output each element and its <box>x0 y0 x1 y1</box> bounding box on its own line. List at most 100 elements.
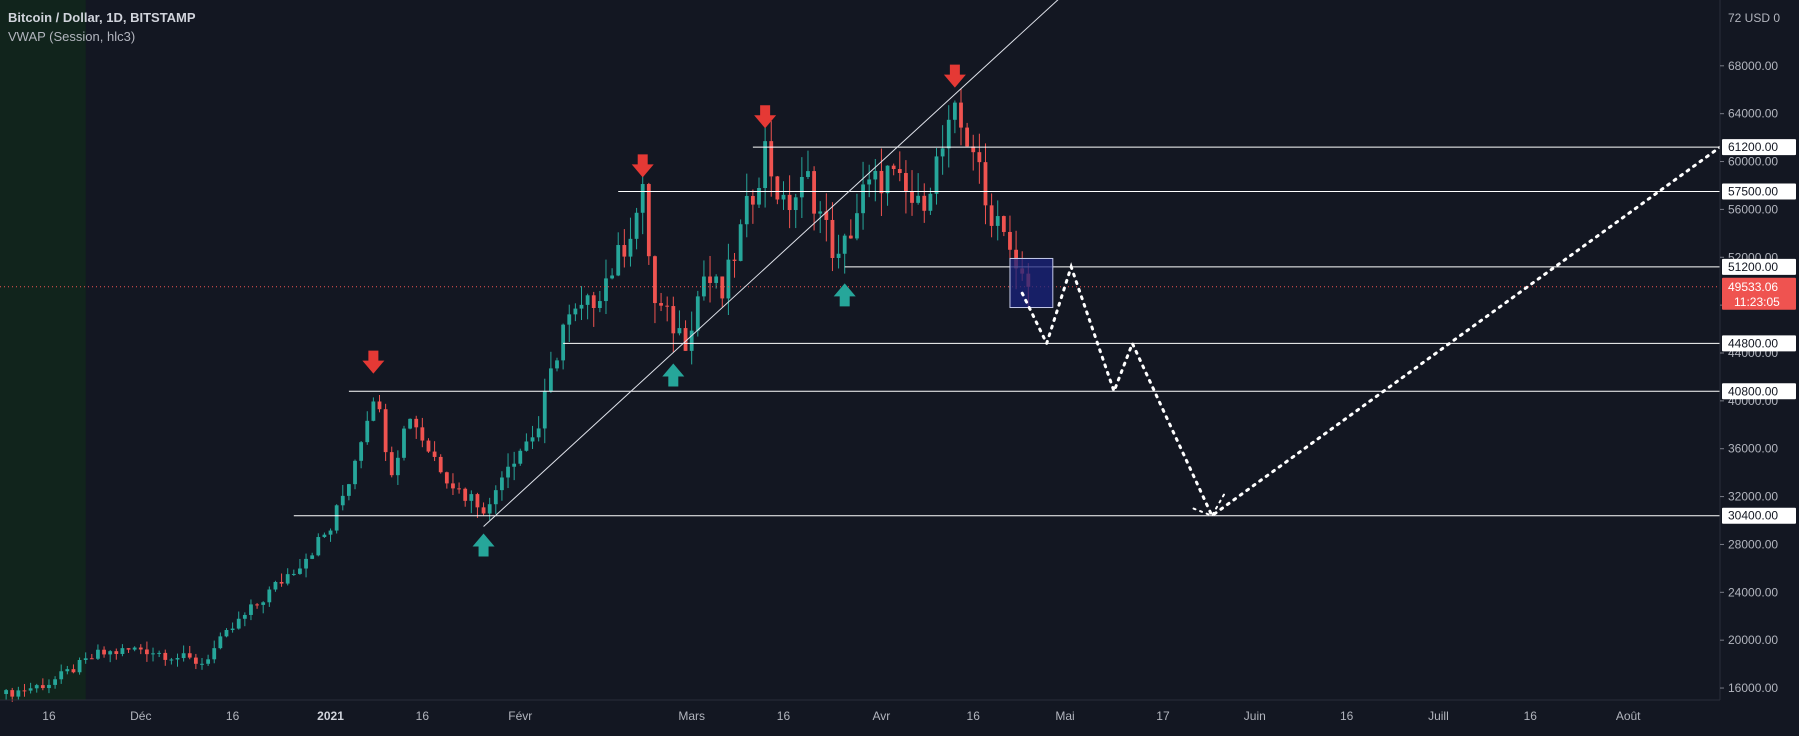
candle-body <box>47 684 51 689</box>
symbol-title[interactable]: Bitcoin / Dollar, 1D, BITSTAMP <box>8 10 196 25</box>
price-tick-label: 20000.00 <box>1728 633 1778 647</box>
candle-body <box>193 657 198 664</box>
candle-body <box>910 191 914 203</box>
candle-body <box>475 494 480 508</box>
candle-body <box>671 306 676 334</box>
candle <box>444 471 449 489</box>
candle <box>659 292 663 312</box>
candle <box>518 448 523 466</box>
candle <box>218 632 223 650</box>
indicator-label[interactable]: VWAP (Session, hlc3) <box>8 29 136 44</box>
candle-body <box>40 685 45 689</box>
candle-body <box>806 171 810 177</box>
candle <box>126 648 131 653</box>
candle <box>750 189 755 224</box>
candle-body <box>836 253 841 258</box>
candle <box>151 647 155 662</box>
candle <box>910 170 914 216</box>
candle-body <box>873 170 878 180</box>
candle <box>328 528 333 542</box>
price-tick-label: 36000.00 <box>1728 442 1778 456</box>
candle-body <box>71 669 76 673</box>
candle-body <box>744 195 749 225</box>
candle <box>573 303 578 322</box>
time-tick-label: 16 <box>967 709 981 723</box>
candle <box>904 160 908 214</box>
projection-path[interactable] <box>1020 145 1722 519</box>
candle <box>77 657 82 675</box>
candle <box>438 454 443 474</box>
trendline[interactable] <box>483 0 1078 527</box>
candle <box>812 166 816 231</box>
candle <box>983 143 988 225</box>
candle-body <box>16 690 21 697</box>
time-axis[interactable]: 16 Déc 16 2021 16 Févr Mars 16 Avr 16 Mai 17 Juin 16 J… <box>0 699 1720 723</box>
candle <box>665 296 670 322</box>
price-tick-label: 16000.00 <box>1728 681 1778 695</box>
candle-body <box>971 146 976 153</box>
candle-body <box>579 304 584 309</box>
candle <box>475 492 480 518</box>
candle-body <box>316 537 321 556</box>
candle <box>157 650 162 658</box>
candle-body <box>946 119 951 149</box>
candle <box>469 490 474 514</box>
candle <box>389 446 394 478</box>
candle <box>206 654 211 666</box>
candle <box>806 150 810 180</box>
candle <box>689 311 694 365</box>
candle-body <box>763 141 768 189</box>
candle <box>230 622 235 633</box>
candle-body <box>334 505 339 531</box>
candle-body <box>157 652 162 654</box>
candle-body <box>102 649 106 655</box>
time-tick-label: 16 <box>1524 709 1538 723</box>
candle <box>695 290 700 337</box>
candle-body <box>340 495 345 506</box>
highlight-box[interactable] <box>1009 257 1054 309</box>
candle-body <box>512 463 517 467</box>
price-tick-label: 56000.00 <box>1728 202 1778 216</box>
candle-body <box>365 420 370 443</box>
candle <box>775 175 780 205</box>
candle-body <box>181 653 186 659</box>
candle-body <box>977 152 982 163</box>
candle-body <box>359 442 364 461</box>
price-tick-label: 24000.00 <box>1728 585 1778 599</box>
candle-body <box>597 301 602 308</box>
candle-body <box>89 658 94 660</box>
candle-body <box>10 690 15 697</box>
candle-body <box>610 275 614 279</box>
candle-body <box>769 141 774 177</box>
candle <box>187 645 192 660</box>
candle-body <box>634 212 639 239</box>
candle-body <box>126 648 131 650</box>
arrow-down-icon <box>362 350 385 374</box>
candle <box>506 453 510 489</box>
candle <box>175 653 180 667</box>
level-badge-label: 57500.00 <box>1728 184 1778 198</box>
candle-body <box>151 653 155 655</box>
candle <box>383 403 388 462</box>
candle <box>291 569 296 576</box>
candle <box>542 378 547 444</box>
candle-body <box>444 472 449 484</box>
candle <box>261 601 266 614</box>
candle-body <box>500 477 504 491</box>
candle <box>928 187 933 215</box>
candle-body <box>757 188 761 205</box>
current-price-label: 49533.06 <box>1728 280 1778 294</box>
candle-body <box>640 184 645 213</box>
candle-body <box>1001 216 1006 232</box>
candle-body <box>1008 231 1012 250</box>
price-axis[interactable]: 16000.00 20000.00 24000.00 28000.00 32000.00… <box>1719 0 1799 731</box>
candle <box>793 193 798 229</box>
candle <box>744 173 749 238</box>
candle-body <box>750 195 755 205</box>
arrow-down-icon <box>943 64 966 88</box>
candle-body <box>830 219 835 258</box>
candle <box>242 612 247 627</box>
candle-body <box>420 427 425 441</box>
